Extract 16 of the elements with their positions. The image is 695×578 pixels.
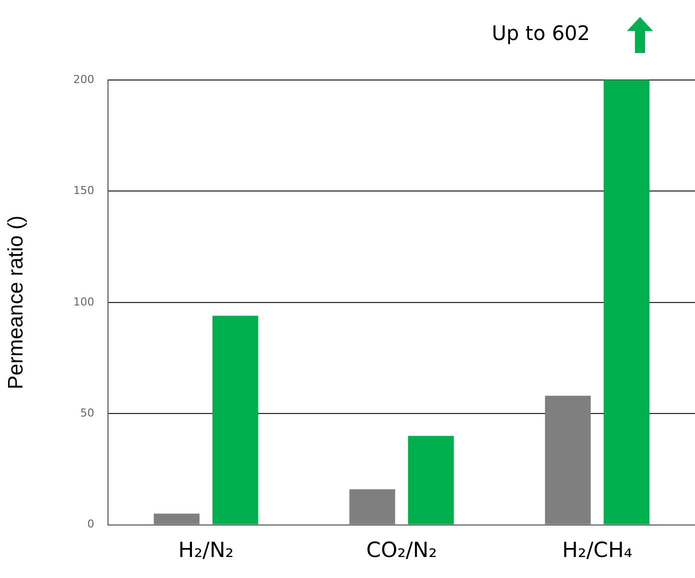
y-tick-label: 50: [80, 406, 94, 420]
y-tick-label: 150: [73, 184, 94, 198]
bar: [212, 316, 258, 524]
y-tick-label: 200: [73, 72, 94, 86]
y-axis-title: Permeance ratio (): [4, 215, 28, 390]
y-tick-label: 100: [73, 295, 94, 308]
bar: [544, 396, 591, 524]
text: Up to 602: [492, 21, 590, 46]
x-tick-label: H₂/CH₄: [562, 538, 632, 562]
y-tick-label: 0: [87, 518, 94, 531]
bar: [349, 489, 396, 524]
bar: [154, 514, 200, 524]
bar: [408, 436, 454, 524]
bar: [604, 80, 650, 524]
x-tick-label: CO₂/N₂: [366, 538, 438, 562]
x-tick-label: H₂/N₂: [178, 538, 234, 562]
